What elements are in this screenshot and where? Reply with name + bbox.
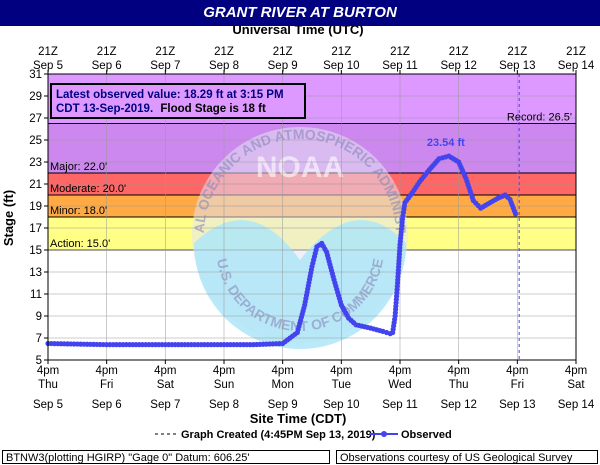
bottom-tick-date: Sep 7 [150,399,180,411]
bottom-tick-time: 4pm [565,365,587,377]
plot-area-border [47,73,577,361]
y-tick-label: 29 [29,91,42,103]
legend: Graph Created (4:45PM Sep 13, 2019) Obse… [155,429,452,441]
top-tick-date: Sep 9 [268,60,298,72]
observed-series [45,74,520,360]
bottom-tick-day: Thu [38,379,58,391]
info-box-frame [50,83,306,119]
bottom-tick-time: 4pm [506,365,528,377]
top-x-axis-ticks: 21Z Sep 5 21Z Sep 6 21Z Sep 7 21Z Sep 8 21Z Sep 9… [33,46,595,74]
svg-text:CDT 13-Sep-2019. Flood: CDT 13-Sep-2019. Flood Stage is 18 ft [56,103,266,115]
top-tick-time: 21Z [97,46,117,58]
bottom-tick-date: Sep 10 [323,399,359,411]
legend-observed-marker [381,431,387,437]
y-tick-label: 21 [29,179,42,191]
bottom-tick-day: Fri [100,379,113,391]
top-tick-date: Sep 6 [92,60,122,72]
y-tick-label: 27 [29,113,42,125]
flood-label-minor: Minor: 18.0' [50,205,107,217]
bottom-tick-date: Sep 11 [382,399,418,411]
watermark-wave [194,220,406,349]
bottom-tick-date: Sep 12 [440,399,476,411]
top-tick-time: 21Z [507,46,527,58]
legend-created-label: Graph Created (4:45PM Sep 13, 2019) [181,429,376,441]
bottom-tick-time: 4pm [37,365,59,377]
bottom-tick-date: Sep 13 [499,399,535,411]
top-tick-date: Sep 5 [33,60,63,72]
bottom-tick-day: Mon [271,379,293,391]
bottom-axis-title: Site Time (CDT) [250,411,347,426]
flood-category-labels: Action: 15.0' Minor: 18.0' Moderate: 20.0'… [50,112,572,251]
y-tick-label: 9 [36,311,42,323]
y-axis-title: Stage (ft) [1,190,16,246]
flood-label-major: Major: 22.0' [50,161,107,173]
y-tick-label: 15 [29,245,42,257]
top-axis-title: Universal Time (UTC) [232,26,363,37]
y-tick-label: 23 [29,157,42,169]
bottom-tick-time: 4pm [271,365,293,377]
info-line-2-date: CDT 13-Sep-2019. [56,103,153,115]
flood-label-action: Action: 15.0' [50,238,110,250]
top-tick-date: Sep 11 [382,60,418,72]
bottom-tick-day: Tue [332,379,351,391]
bottom-x-axis-ticks: 4pm Thu Sep 5 4pm Fri Sep 6 4pm Sat Sep 7 4pm Sun S… [33,360,595,411]
bottom-tick-date: Sep 8 [209,399,239,411]
bottom-tick-day: Sat [567,379,585,391]
top-tick-date: Sep 10 [323,60,359,72]
top-tick-time: 21Z [155,46,175,58]
y-tick-label: 7 [36,333,42,345]
source-footer: Observations courtesy of US Geological S… [336,450,598,464]
y-tick-label: 17 [29,223,42,235]
bottom-tick-day: Sat [157,379,175,391]
top-tick-date: Sep 12 [440,60,476,72]
top-tick-time: 21Z [566,46,586,58]
top-tick-date: Sep 13 [499,60,535,72]
bottom-tick-date: Sep 6 [92,399,122,411]
top-tick-time: 21Z [449,46,469,58]
top-tick-date: Sep 14 [558,60,595,72]
observed-point [512,211,519,217]
y-tick-label: 31 [29,69,42,81]
flood-label-record: Record: 26.5' [507,112,572,124]
top-tick-date: Sep 8 [209,60,239,72]
top-tick-time: 21Z [390,46,410,58]
info-line-2-flood: Flood Stage is 18 ft [160,103,266,115]
hydrograph-chart: NOAANATIONAL OCEANIC AND ATMOSPHERIC ADM… [0,26,595,441]
y-tick-label: 11 [30,289,42,301]
bottom-tick-date: Sep 5 [33,399,63,411]
bottom-tick-time: 4pm [213,365,235,377]
bottom-tick-time: 4pm [389,365,411,377]
peak-annotation: 23.54 ft [427,137,465,149]
chart-title: GRANT RIVER AT BURTON [0,0,600,26]
bottom-tick-day: Wed [388,379,411,391]
bottom-tick-day: Sun [214,379,234,391]
bottom-tick-time: 4pm [154,365,176,377]
datum-footer: BTNW3(plotting HGIRP) "Gage 0" Datum: 60… [2,450,330,464]
bottom-tick-time: 4pm [330,365,352,377]
legend-observed-label: Observed [401,429,452,441]
top-tick-date: Sep 7 [150,60,180,72]
bottom-tick-time: 4pm [447,365,469,377]
bottom-tick-date: Sep 14 [558,399,595,411]
bottom-tick-date: Sep 9 [268,399,298,411]
bottom-tick-day: Thu [449,379,469,391]
y-axis-ticks: 5 7 9 11 13 15 17 19 21 23 25 27 29 31 [29,69,48,367]
info-line-1: Latest observed value: 18.29 ft at 3:15 … [56,89,284,101]
flood-label-moderate: Moderate: 20.0' [50,183,126,195]
top-tick-time: 21Z [331,46,351,58]
bottom-tick-time: 4pm [95,365,117,377]
top-tick-time: 21Z [38,46,58,58]
top-tick-time: 21Z [273,46,293,58]
y-tick-label: 19 [29,201,42,213]
y-tick-label: 25 [29,135,42,147]
y-tick-label: 5 [36,355,42,367]
bottom-tick-day: Fri [511,379,524,391]
watermark-agency: NOAA [256,151,344,184]
y-tick-label: 13 [29,267,42,279]
info-box: Latest observed value: 18.29 ft at 3:15 … [50,83,306,119]
top-tick-time: 21Z [214,46,234,58]
